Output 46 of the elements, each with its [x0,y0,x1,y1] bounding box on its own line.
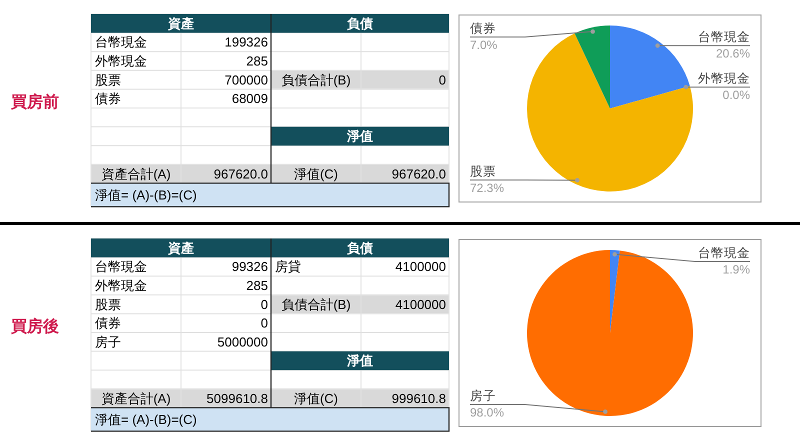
slice-label: 台幣現金 [698,246,750,260]
header-text: 淨值 [347,353,373,368]
table-text: 外幣現金 [95,54,147,68]
table-text: 68009 [232,91,268,106]
table-text: 285 [246,278,268,293]
header-text: 淨值 [347,128,373,144]
data-label: 1.9% [722,262,750,276]
table-text: 資產合計(A) [101,390,171,406]
title: 買房後 [11,318,59,336]
table-text: 房貸 [275,259,301,274]
table-text: 5000000 [217,334,268,350]
table-text: 股票 [95,296,121,312]
slice-label: 房子 [470,389,496,403]
data-label: 98.0% [470,406,504,420]
table-text: 967620.0 [392,166,446,182]
table-text: 5099610.8 [206,390,268,406]
table-text: 199326 [224,34,268,50]
table-text: 負債合計(B) [281,72,351,88]
table-text: 資產合計(A) [101,166,171,182]
header-text: 資產 [168,16,194,31]
header-text: 負債 [347,240,373,256]
table-text: 4100000 [395,259,446,274]
table-text: 967620.0 [214,166,268,182]
table-text: 0 [438,72,446,88]
table-text: 債券 [95,91,121,106]
table-text: 股票 [95,72,121,88]
title: 買房前 [11,94,59,111]
table-text: 債券 [95,316,121,331]
table-text: 房子 [95,334,121,350]
table-text: 700000 [224,72,268,88]
table-text: 0 [260,296,268,312]
table-text: 淨值(C) [294,166,338,182]
table-text: 0 [260,316,268,331]
table-text: 淨值= (A)-(B)=(C) [95,412,197,427]
table-text: 285 [246,54,268,68]
table-text: 淨值(C) [294,390,338,406]
table-text: 外幣現金 [95,278,147,293]
table-text: 負債合計(B) [281,296,351,312]
table-text: 台幣現金 [95,34,147,50]
header-text: 負債 [347,16,373,31]
table-text: 台幣現金 [95,259,147,274]
table-text: 999610.8 [392,390,446,406]
table-text: 4100000 [395,296,446,312]
table-text: 淨值= (A)-(B)=(C) [95,187,197,202]
header-text: 資產 [168,240,194,256]
table-text: 99326 [232,259,268,274]
